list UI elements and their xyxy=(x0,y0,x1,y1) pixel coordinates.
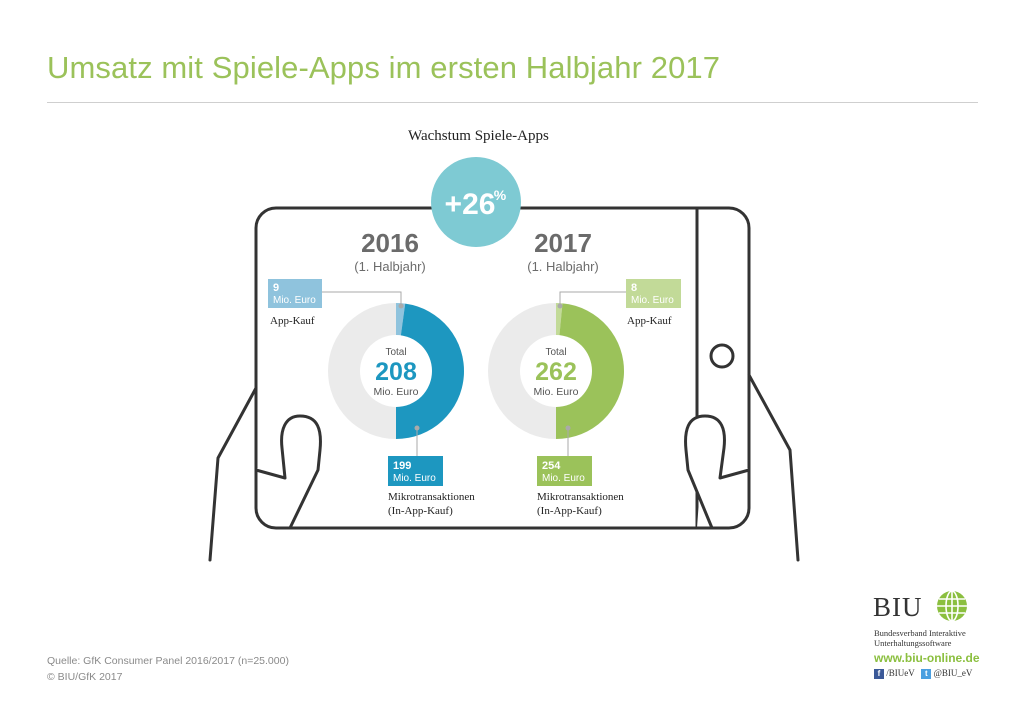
callout-label-line1: Mikrotransaktionen xyxy=(537,491,624,503)
callout-label: App-Kauf xyxy=(627,315,672,327)
growth-value: +26 xyxy=(445,188,496,221)
donut-2017-total-label: Total xyxy=(545,347,566,358)
callout-unit: Mio. Euro xyxy=(273,295,316,306)
globe-icon xyxy=(937,590,967,622)
source-note: Quelle: GfK Consumer Panel 2016/2017 (n=… xyxy=(47,655,289,667)
social-links: f /BIUeV t @BIU_eV xyxy=(874,668,972,679)
period-2017: (1. Halbjahr) xyxy=(527,259,599,274)
callout-label-line1: Mikrotransaktionen xyxy=(388,491,475,503)
twitter-icon[interactable]: t xyxy=(921,668,932,679)
callout-unit: Mio. Euro xyxy=(542,473,585,484)
year-2017: 2017 xyxy=(534,228,592,258)
donut-2017: Total 262 Mio. Euro xyxy=(488,303,625,439)
callout-2017-app-kauf: 8 Mio. Euro App-Kauf xyxy=(557,279,681,327)
growth-label: Wachstum Spiele-Apps xyxy=(408,128,549,144)
donut-2017-total-value: 262 xyxy=(535,358,577,386)
title-divider xyxy=(47,102,978,103)
callout-2017-mikrotransaktionen: 254 Mio. Euro Mikrotransaktionen (In-App… xyxy=(537,425,624,517)
growth-bubble xyxy=(431,157,521,247)
period-2016: (1. Halbjahr) xyxy=(354,259,426,274)
callout-value: 9 xyxy=(273,282,279,294)
callout-value: 199 xyxy=(393,460,411,472)
leader-dot xyxy=(414,425,420,431)
callout-label-line2: (In-App-Kauf) xyxy=(537,505,602,517)
left-hand-icon xyxy=(208,386,322,562)
donut-2016: Total 208 Mio. Euro xyxy=(328,303,464,439)
callout-value: 8 xyxy=(631,282,637,294)
leader-dot xyxy=(398,303,404,309)
donut-2017-total-unit: Mio. Euro xyxy=(534,386,579,398)
biu-globe-logo xyxy=(937,590,967,622)
callout-unit: Mio. Euro xyxy=(631,295,674,306)
callout-value: 254 xyxy=(542,460,561,472)
donut-2016-total-label: Total xyxy=(385,347,406,358)
leader-line xyxy=(559,291,628,306)
right-hand-icon xyxy=(684,373,800,562)
page-title: Umsatz mit Spiele-Apps im ersten Halbjah… xyxy=(47,50,721,85)
callout-label-line2: (In-App-Kauf) xyxy=(388,505,453,517)
value-box xyxy=(388,456,443,486)
leader-dot xyxy=(557,303,563,309)
callout-2016-mikrotransaktionen: 199 Mio. Euro Mikrotransaktionen (In-App… xyxy=(388,425,475,517)
biu-subtitle-line2: Unterhaltungssoftware xyxy=(874,638,952,648)
donut-2016-total-value: 208 xyxy=(375,358,417,386)
leader-dot xyxy=(565,425,571,431)
home-button-icon xyxy=(709,343,735,369)
twitter-handle[interactable]: @BIU_eV xyxy=(933,668,973,678)
biu-subtitle-line1: Bundesverband Interaktive xyxy=(874,628,966,638)
year-2016: 2016 xyxy=(361,228,419,258)
donut-2016-hole xyxy=(360,335,432,407)
copyright-note: © BIU/GfK 2017 xyxy=(47,671,123,683)
biu-website-link[interactable]: www.biu-online.de xyxy=(874,651,980,665)
value-box xyxy=(537,456,592,486)
callout-label: App-Kauf xyxy=(270,315,315,327)
biu-wordmark: BIU xyxy=(873,592,923,622)
leader-line xyxy=(322,291,402,306)
facebook-icon[interactable]: f xyxy=(874,668,884,679)
facebook-handle[interactable]: /BIUeV xyxy=(886,668,915,678)
growth-unit: % xyxy=(494,187,507,203)
callout-unit: Mio. Euro xyxy=(393,473,436,484)
value-box xyxy=(626,279,681,308)
value-box xyxy=(268,279,322,308)
callout-2016-app-kauf: 9 Mio. Euro App-Kauf xyxy=(268,279,404,327)
donut-2017-hole xyxy=(520,335,592,407)
donut-2016-total-unit: Mio. Euro xyxy=(374,386,419,398)
